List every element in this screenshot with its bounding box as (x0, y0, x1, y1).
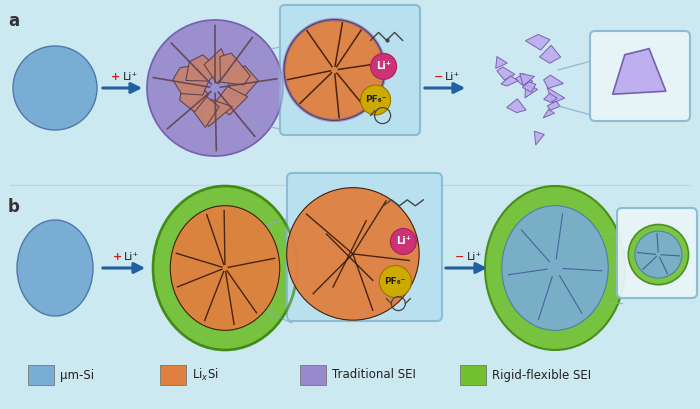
Text: PF₆⁻: PF₆⁻ (384, 277, 406, 286)
Polygon shape (522, 82, 536, 92)
Ellipse shape (153, 186, 297, 350)
FancyBboxPatch shape (460, 365, 486, 385)
Polygon shape (520, 73, 535, 86)
Polygon shape (525, 84, 538, 98)
FancyBboxPatch shape (280, 5, 420, 135)
Circle shape (635, 231, 682, 278)
Polygon shape (496, 56, 508, 68)
Text: −: − (433, 72, 443, 82)
Text: PF₆⁻: PF₆⁻ (365, 95, 386, 105)
Text: Li⁺: Li⁺ (466, 252, 482, 262)
FancyBboxPatch shape (28, 365, 54, 385)
Text: −: − (455, 252, 465, 262)
FancyBboxPatch shape (590, 31, 690, 121)
Polygon shape (189, 94, 219, 128)
Circle shape (379, 265, 412, 297)
FancyBboxPatch shape (160, 365, 186, 385)
Polygon shape (228, 66, 258, 97)
Polygon shape (544, 75, 564, 88)
Ellipse shape (502, 206, 608, 330)
Circle shape (284, 20, 385, 120)
Circle shape (629, 225, 689, 285)
Polygon shape (199, 99, 232, 126)
Ellipse shape (485, 186, 625, 350)
Circle shape (287, 188, 419, 320)
Text: Li⁺: Li⁺ (396, 236, 411, 247)
Text: a: a (8, 12, 19, 30)
Ellipse shape (147, 20, 283, 156)
Polygon shape (544, 93, 557, 103)
Text: Li⁺: Li⁺ (124, 252, 139, 262)
Polygon shape (540, 45, 561, 63)
Polygon shape (547, 101, 560, 110)
Text: Li⁺: Li⁺ (445, 72, 461, 82)
Polygon shape (215, 87, 248, 115)
Text: Li⁺: Li⁺ (376, 61, 391, 72)
FancyBboxPatch shape (287, 173, 442, 321)
Polygon shape (501, 76, 518, 86)
Ellipse shape (17, 220, 93, 316)
Polygon shape (173, 63, 210, 95)
Text: Rigid-flexible SEI: Rigid-flexible SEI (492, 369, 591, 382)
Polygon shape (515, 74, 533, 85)
Ellipse shape (13, 46, 97, 130)
FancyBboxPatch shape (617, 208, 697, 298)
Text: Li⁺: Li⁺ (122, 72, 138, 82)
Polygon shape (526, 34, 550, 50)
Polygon shape (543, 110, 554, 118)
Polygon shape (220, 53, 250, 85)
Text: +: + (111, 72, 120, 82)
Text: +: + (113, 252, 122, 262)
Circle shape (360, 85, 391, 115)
Text: μm-Si: μm-Si (60, 369, 94, 382)
Polygon shape (612, 49, 666, 94)
Text: Traditional SEI: Traditional SEI (332, 369, 416, 382)
Polygon shape (547, 87, 565, 103)
FancyBboxPatch shape (300, 365, 326, 385)
Text: Li$_x$Si: Li$_x$Si (192, 367, 219, 383)
Circle shape (370, 54, 397, 79)
Text: b: b (8, 198, 20, 216)
Ellipse shape (147, 20, 283, 156)
Polygon shape (186, 55, 219, 81)
Polygon shape (497, 67, 515, 80)
Polygon shape (180, 80, 209, 112)
Polygon shape (534, 131, 545, 145)
Ellipse shape (170, 206, 280, 330)
Polygon shape (204, 49, 230, 83)
Circle shape (391, 229, 416, 254)
Polygon shape (507, 99, 526, 112)
